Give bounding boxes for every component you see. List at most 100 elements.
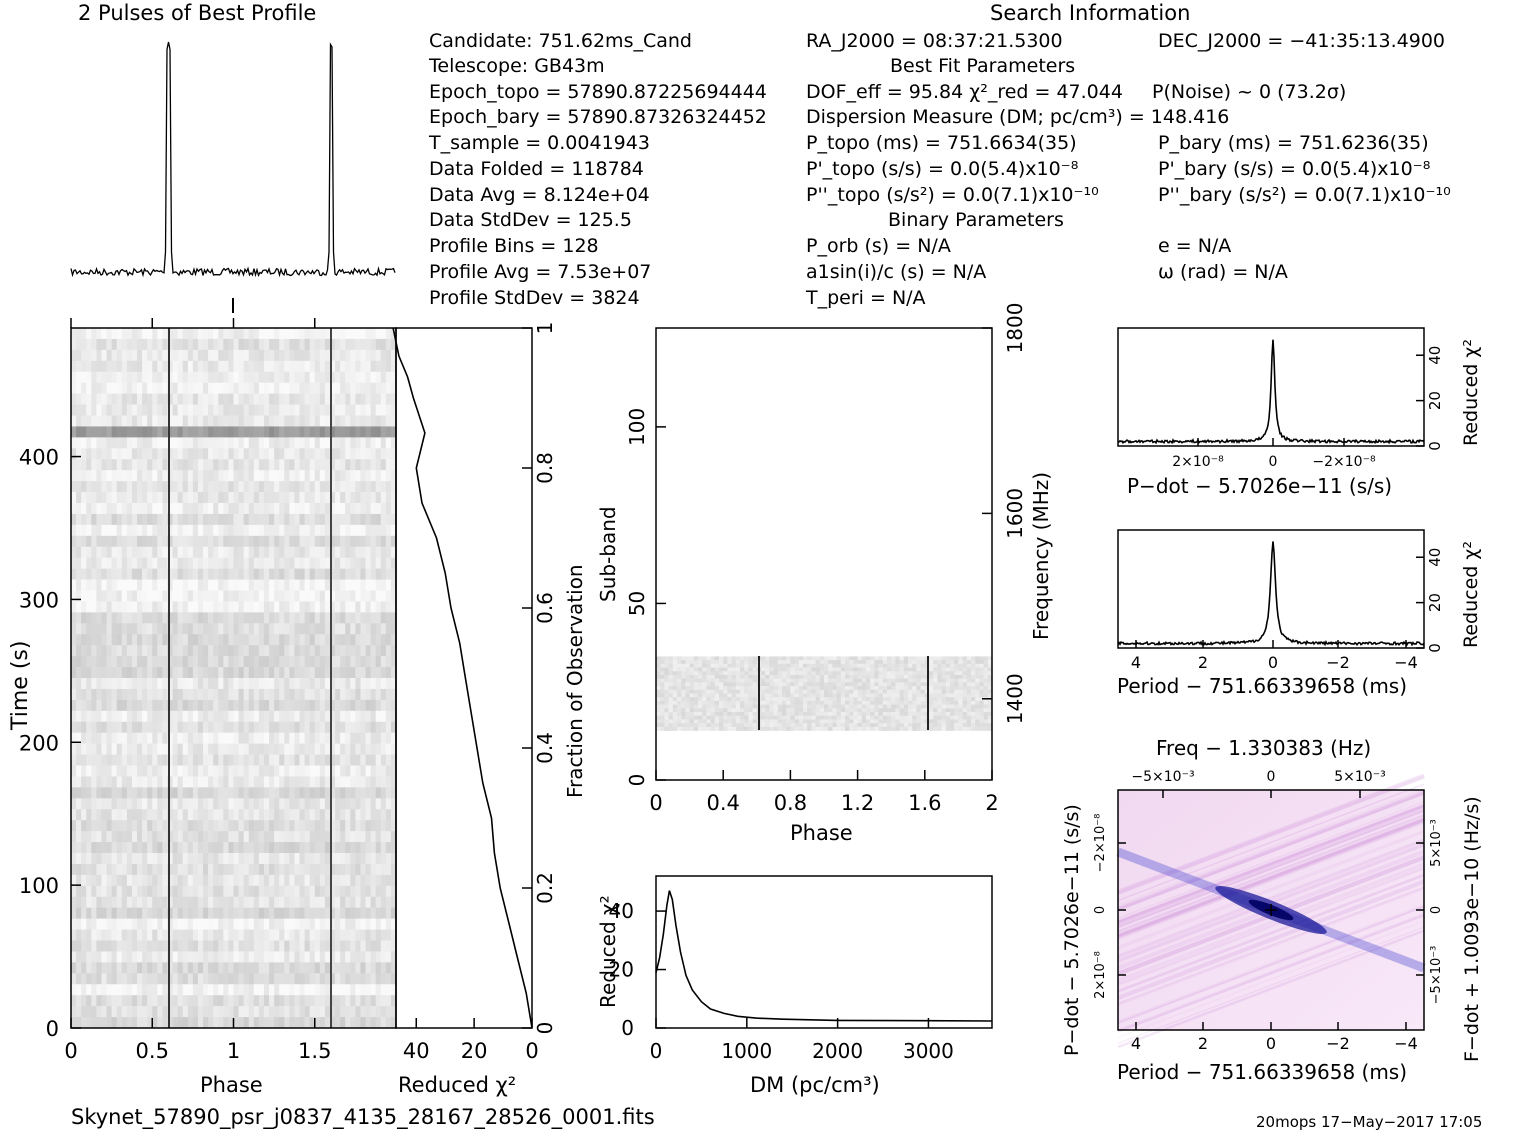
time-phase-cell <box>111 721 118 733</box>
time-phase-cell <box>345 415 351 427</box>
time-phase-cell <box>96 328 102 340</box>
time-phase-cell <box>350 688 356 701</box>
time-phase-cell <box>375 524 382 537</box>
time-phase-cell <box>213 426 219 438</box>
time-phase-cell <box>319 743 326 755</box>
time-phase-cell <box>76 448 82 460</box>
subband-cell <box>719 693 724 698</box>
time-phase-cell <box>253 513 260 526</box>
time-phase-cell <box>253 645 260 657</box>
subband-cell <box>824 667 829 672</box>
time-phase-cell <box>269 885 275 898</box>
time-phase-cell <box>76 667 82 679</box>
time-phase-cell <box>289 1006 295 1018</box>
time-phase-cell <box>137 798 143 810</box>
subband-cell <box>828 656 833 661</box>
subband-cell <box>895 682 900 687</box>
time-phase-cell <box>350 885 356 898</box>
time-phase-cell <box>355 612 361 624</box>
subband-cell <box>685 674 690 679</box>
time-phase-cell <box>299 382 305 394</box>
subband-cell <box>933 682 938 687</box>
subband-cell <box>765 667 770 672</box>
time-phase-cell <box>289 743 295 755</box>
time-phase-cell <box>203 404 209 416</box>
time-phase-cell <box>182 863 189 876</box>
subband-cell <box>983 671 989 676</box>
time-phase-cell <box>233 492 239 504</box>
subband-cell <box>945 674 951 679</box>
subband-cell <box>681 671 686 676</box>
time-phase-cell <box>370 656 376 668</box>
subband-cell <box>849 689 854 694</box>
time-phase-cell <box>258 929 265 941</box>
time-phase-cell <box>324 721 331 733</box>
time-phase-cell <box>319 426 326 438</box>
time-phase-cell <box>203 1006 209 1018</box>
time-phase-cell <box>182 809 189 821</box>
subband-cell <box>819 674 825 679</box>
time-phase-cell <box>142 885 148 898</box>
time-phase-cell <box>355 503 361 515</box>
time-phase-cell <box>253 481 260 493</box>
time-phase-cell <box>197 940 204 952</box>
time-phase-cell <box>182 820 189 832</box>
time-phase-cell <box>238 601 244 613</box>
time-phase-cell <box>76 481 82 493</box>
subband-cell <box>945 689 951 694</box>
time-phase-cell <box>299 678 305 690</box>
subband-cell <box>832 663 837 668</box>
time-phase-cell <box>335 601 341 613</box>
time-phase-cell <box>101 470 107 482</box>
time-phase-cell <box>142 426 148 438</box>
time-phase-cell <box>284 601 290 613</box>
time-phase-cell <box>289 984 295 996</box>
time-phase-cell <box>162 667 168 679</box>
time-phase-cell <box>340 842 346 854</box>
time-phase-cell <box>101 787 107 799</box>
time-phase-cell <box>162 1006 168 1018</box>
subband-cell <box>937 689 942 694</box>
time-phase-cell <box>187 371 194 383</box>
time-phase-cell <box>81 995 87 1007</box>
time-phase-cell <box>157 448 163 460</box>
subband-cell <box>958 678 963 683</box>
time-phase-cell <box>218 743 224 755</box>
time-phase-cell <box>309 798 316 810</box>
subband-cell <box>975 660 980 665</box>
subband-cell <box>735 667 741 672</box>
time-phase-cell <box>81 929 87 941</box>
time-phase-cell <box>238 360 244 373</box>
time-phase-cell <box>177 503 184 515</box>
time-phase-cell <box>218 678 224 690</box>
time-phase-cell <box>157 338 163 351</box>
time-phase-cell <box>304 754 310 766</box>
time-phase-cell <box>223 481 229 493</box>
subband-cell <box>752 660 758 665</box>
time-phase-cell <box>345 809 351 821</box>
time-phase-cell <box>116 634 123 646</box>
time-phase-cell <box>81 1017 87 1029</box>
subband-cell <box>761 689 766 694</box>
time-phase-cell <box>314 787 321 799</box>
time-phase-cell <box>370 929 376 941</box>
time-phase-cell <box>253 831 260 843</box>
time-phase-cell <box>213 492 219 504</box>
time-phase-cell <box>218 842 224 854</box>
time-phase-cell <box>147 973 153 985</box>
time-phase-cell <box>126 371 133 383</box>
time-phase-cell <box>355 688 361 701</box>
time-phase-cell <box>76 765 82 777</box>
time-phase-cell <box>284 907 290 919</box>
time-phase-cell <box>147 699 153 712</box>
time-phase-cell <box>390 503 397 515</box>
time-phase-cell <box>309 579 316 591</box>
time-phase-cell <box>370 404 376 416</box>
time-phase-cell <box>390 710 397 723</box>
time-phase-cell <box>329 404 336 416</box>
time-phase-cell <box>385 667 392 679</box>
time-phase-cell <box>279 503 285 515</box>
time-phase-cell <box>152 371 158 383</box>
subband-cell <box>840 686 846 691</box>
time-phase-cell <box>335 710 341 723</box>
